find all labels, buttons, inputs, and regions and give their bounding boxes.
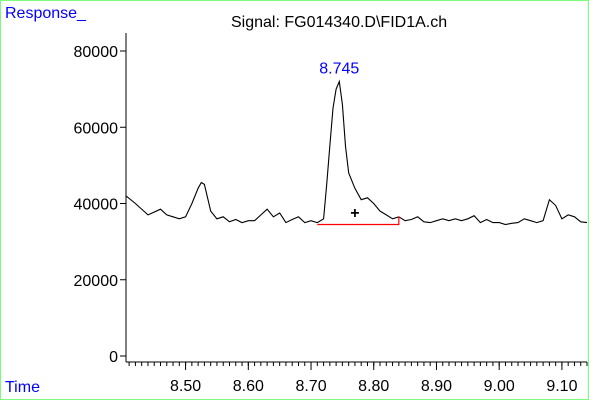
y-tick-label: 60000 [74,120,119,137]
x-tick-label: 8.90 [421,378,452,395]
y-tick-label: 80000 [74,44,119,61]
x-tick-label: 8.80 [358,378,389,395]
signal-trace [125,79,588,226]
y-axis-ticks: 0 20000 40000 60000 80000 [74,44,126,366]
x-axis-ticks: 8.50 8.60 8.70 8.80 8.90 9.00 9.10 [170,362,578,395]
y-tick-label: 0 [109,349,118,366]
x-tick-label: 8.70 [295,378,326,395]
x-tick-label: 9.10 [546,378,577,395]
y-axis-title: Response_ [5,5,87,22]
chart-title: Signal: FG014340.D\FID1A.ch [231,14,447,31]
peak-apex-marker: + [350,205,359,222]
x-tick-label: 9.00 [484,378,515,395]
integration-baseline [317,216,400,226]
y-tick-label: 40000 [74,197,119,214]
x-axis-minor-ticks [128,362,588,366]
x-tick-label: 8.60 [233,378,264,395]
x-axis-title: Time [5,379,40,396]
y-tick-label: 20000 [74,273,119,290]
peak-retention-label: 8.745 [319,61,359,78]
x-tick-label: 8.50 [170,378,201,395]
